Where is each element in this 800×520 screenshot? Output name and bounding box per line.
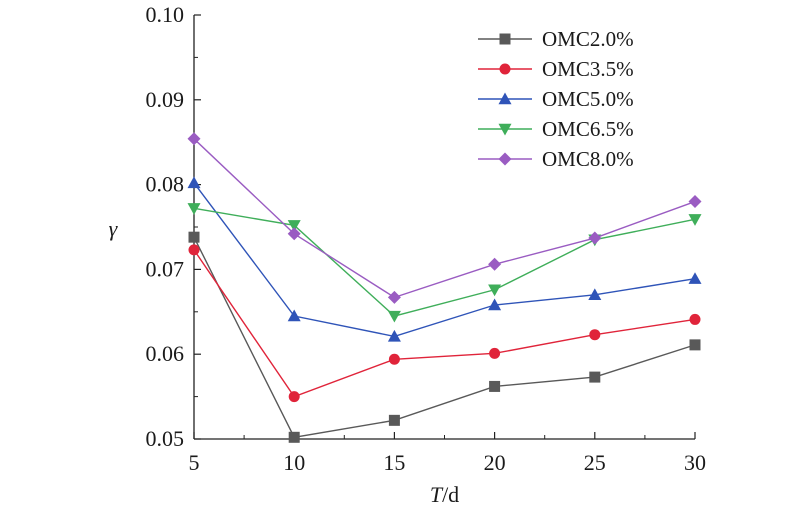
data-point <box>488 284 502 297</box>
data-point <box>689 339 701 351</box>
series-line <box>193 207 696 317</box>
x-tick-label: 15 <box>383 450 405 475</box>
data-point <box>388 353 400 365</box>
data-point <box>488 257 502 271</box>
legend-label: OMC6.5% <box>542 117 634 141</box>
data-point <box>288 391 300 403</box>
data-point <box>489 347 501 359</box>
legend-marker <box>499 63 511 75</box>
y-tick-label: 0.07 <box>146 256 185 281</box>
data-point <box>588 231 602 245</box>
x-tick-label: 10 <box>283 450 305 475</box>
data-point <box>387 329 401 342</box>
y-axis-label: γ <box>109 216 119 241</box>
legend-item: OMC8.0% <box>478 147 634 171</box>
y-tick-label: 0.09 <box>146 87 185 112</box>
legend-item: OMC6.5% <box>478 117 634 141</box>
legend-item: OMC2.0% <box>478 27 634 51</box>
data-point <box>188 231 200 243</box>
series-line <box>193 138 696 299</box>
y-tick-label: 0.05 <box>146 426 185 451</box>
legend-marker <box>498 152 512 166</box>
legend-item: OMC3.5% <box>478 57 634 81</box>
series-4 <box>187 132 702 304</box>
legend-marker <box>499 33 511 45</box>
data-point <box>589 329 601 341</box>
x-tick-label: 5 <box>189 450 200 475</box>
legend-label: OMC3.5% <box>542 57 634 81</box>
data-point <box>387 290 401 304</box>
y-tick-label: 0.06 <box>146 341 185 366</box>
series-1 <box>188 244 701 403</box>
x-tick-label: 25 <box>584 450 606 475</box>
ticks: 0.05 0.06 0.07 0.08 0.09 0.10 5 10 15 20 25 30 <box>146 2 707 475</box>
legend: OMC2.0% OMC3.5% OMC5.0% OMC6.5% OMC8.0% <box>478 27 634 171</box>
data-point <box>589 371 601 383</box>
x-axis-label-unit: /d <box>442 482 459 507</box>
legend-label: OMC5.0% <box>542 87 634 111</box>
data-point <box>388 414 400 426</box>
series-line <box>193 182 696 338</box>
data-point <box>287 220 301 232</box>
x-tick-label: 30 <box>684 450 706 475</box>
y-tick-label: 0.08 <box>146 172 185 197</box>
legend-marker <box>498 123 512 136</box>
data-point <box>188 244 200 256</box>
data-point <box>588 288 602 301</box>
x-axis-label: T/d <box>430 482 459 507</box>
series-line <box>193 249 696 398</box>
data-point <box>688 195 702 209</box>
series-3 <box>187 203 702 323</box>
data-point <box>287 227 301 241</box>
data-point <box>187 132 201 146</box>
data-point <box>488 298 502 311</box>
legend-label: OMC8.0% <box>542 147 634 171</box>
data-point <box>688 272 702 284</box>
series-2 <box>187 176 702 342</box>
x-axis-label-variable: T <box>430 482 444 507</box>
legend-marker <box>498 92 512 105</box>
data-point <box>387 310 401 323</box>
data-point <box>287 309 301 322</box>
legend-item: OMC5.0% <box>478 87 634 111</box>
data-point <box>689 313 701 325</box>
series-lines <box>187 132 702 443</box>
data-point <box>288 431 300 443</box>
series-0 <box>188 231 701 443</box>
series-line <box>193 236 696 439</box>
x-tick-label: 20 <box>484 450 506 475</box>
data-point <box>187 176 201 189</box>
legend-label: OMC2.0% <box>542 27 634 51</box>
y-tick-label: 0.10 <box>146 2 185 27</box>
data-point <box>688 214 702 226</box>
data-point <box>489 380 501 392</box>
data-point <box>187 203 201 215</box>
